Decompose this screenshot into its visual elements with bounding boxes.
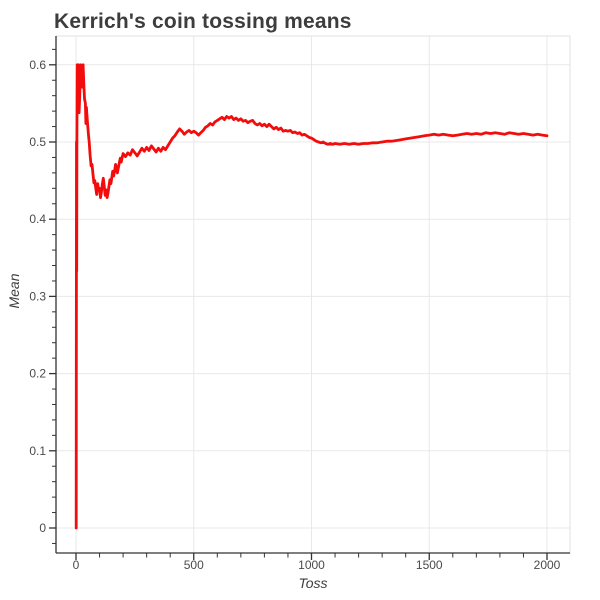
y-axis-title: Mean — [6, 273, 22, 309]
y-tick-label: 0.2 — [29, 367, 46, 381]
y-tick-label: 0.1 — [29, 444, 46, 458]
x-tick-label: 0 — [73, 558, 80, 572]
x-tick-label: 500 — [184, 558, 204, 572]
chart-title: Kerrich's coin tossing means — [54, 10, 352, 33]
y-tick-label: 0.5 — [29, 135, 46, 149]
y-tick-label: 0.3 — [29, 289, 46, 303]
x-tick-label: 1000 — [298, 558, 325, 572]
mean-line — [74, 63, 549, 530]
x-tick-label: 1500 — [416, 558, 443, 572]
x-axis-title: Toss — [298, 575, 328, 591]
y-tick-label: 0.4 — [29, 212, 46, 226]
x-tick-label: 2000 — [534, 558, 561, 572]
panel-border — [55, 35, 571, 554]
y-tick-label: 0.6 — [29, 58, 46, 72]
y-tick-label: 0 — [39, 521, 46, 535]
